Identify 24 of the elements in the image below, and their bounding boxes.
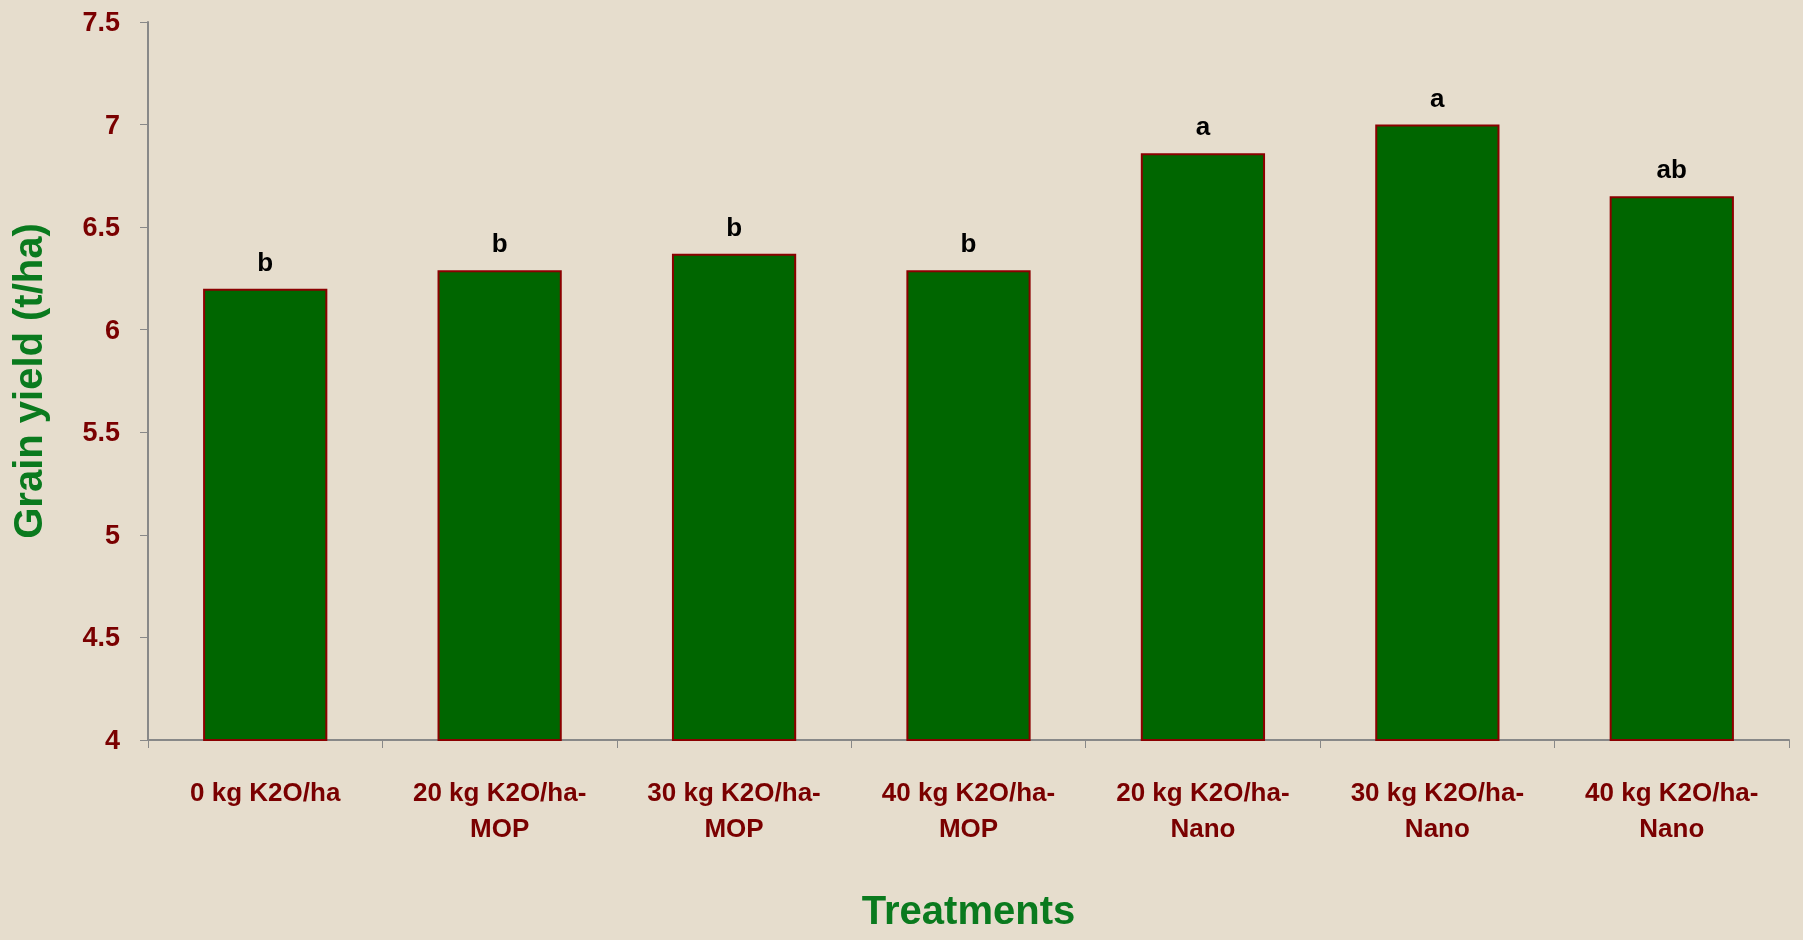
annotation: b xyxy=(257,246,274,277)
y-tick-label: 7 xyxy=(104,109,120,140)
y-tick-label: 5 xyxy=(104,519,120,550)
y-tick-label: 7.5 xyxy=(82,7,120,37)
y-tick-label: 6 xyxy=(104,314,120,345)
x-tick-label: 40 kg K2O/ha- MOP xyxy=(881,777,1056,843)
annotation: b xyxy=(960,228,977,259)
annotation: b xyxy=(726,211,743,242)
annotation: a xyxy=(1195,111,1211,142)
y-tick-label: 4.5 xyxy=(82,622,120,653)
annotation: b xyxy=(491,228,508,259)
x-tick-label: 30 kg K2O/ha- MOP xyxy=(647,777,821,843)
annotation: ab xyxy=(1656,154,1687,185)
x-tick-label: 0 kg K2O/ha xyxy=(190,777,341,807)
x-tick-label: 40 kg K2O/ha- Nano xyxy=(1585,777,1759,843)
x-tick-label: 20 kg K2O/ha- MOP xyxy=(412,777,587,843)
y-tick-label: 4 xyxy=(104,725,120,755)
y-axis-title: Grain yield (t/ha) xyxy=(6,223,50,539)
y-tick-label: 5.5 xyxy=(82,417,120,448)
x-axis-title: Treatments xyxy=(861,888,1076,932)
x-tick-label: 20 kg K2O/ha- Nano xyxy=(1116,777,1290,843)
x-tick-label: 30 kg K2O/ha- Nano xyxy=(1350,777,1525,843)
y-tick-label: 6.5 xyxy=(82,212,120,243)
annotation: a xyxy=(1430,82,1446,113)
